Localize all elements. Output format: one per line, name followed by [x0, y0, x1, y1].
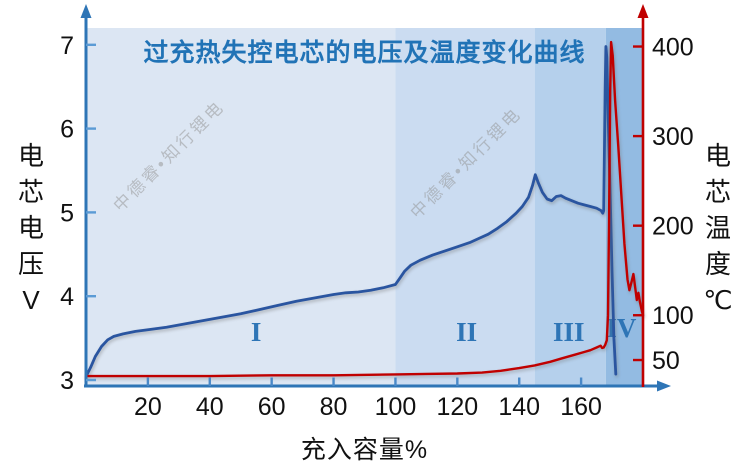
x-tick-label: 60 [258, 393, 286, 421]
stage-regions [86, 28, 643, 386]
y-left-tick-label: 7 [60, 32, 74, 60]
stage-region-II [395, 28, 535, 386]
y-axis-left-arrow-icon [80, 4, 92, 18]
y-right-tick-label: 100 [652, 302, 694, 330]
chart-title: 过充热失控电芯的电压及温度变化曲线 [143, 39, 586, 67]
x-axis-title: 充入容量% [300, 436, 429, 464]
x-tick-label: 160 [560, 393, 602, 421]
y-right-tick-label: 300 [652, 123, 694, 151]
stage-region-IV [605, 28, 643, 386]
y-left-tick-label: 3 [60, 367, 74, 395]
y-right-tick-label: 50 [652, 347, 680, 375]
x-tick-label: 120 [436, 393, 478, 421]
stage-label-IV: IV [606, 313, 637, 343]
cell-temperature-curve [84, 40, 645, 378]
stage-region-I [86, 28, 396, 386]
x-tick-label: 100 [375, 393, 417, 421]
cell-voltage-curve [84, 45, 618, 378]
stage-label-I: I [251, 317, 262, 347]
y-axis-right-arrow-icon [637, 4, 649, 18]
stage-label-III: III [553, 317, 585, 347]
y-axis-left-title: 电 芯 电 压 V [17, 141, 44, 315]
y-left-tick-label: 5 [60, 199, 74, 227]
y-right-tick-label: 200 [652, 213, 694, 241]
x-tick-label: 80 [320, 393, 348, 421]
x-tick-label: 20 [134, 393, 162, 421]
x-tick-label: 40 [196, 393, 224, 421]
y-left-tick-label: 4 [60, 283, 74, 311]
x-axis-arrow-icon [657, 380, 671, 392]
x-tick-label: 140 [498, 393, 540, 421]
y-right-tick-label: 400 [652, 34, 694, 62]
y-axis-right-title: 电 芯 温 度 ℃ [703, 141, 733, 315]
y-left-tick-label: 6 [60, 116, 74, 144]
stage-label-II: II [456, 317, 477, 347]
